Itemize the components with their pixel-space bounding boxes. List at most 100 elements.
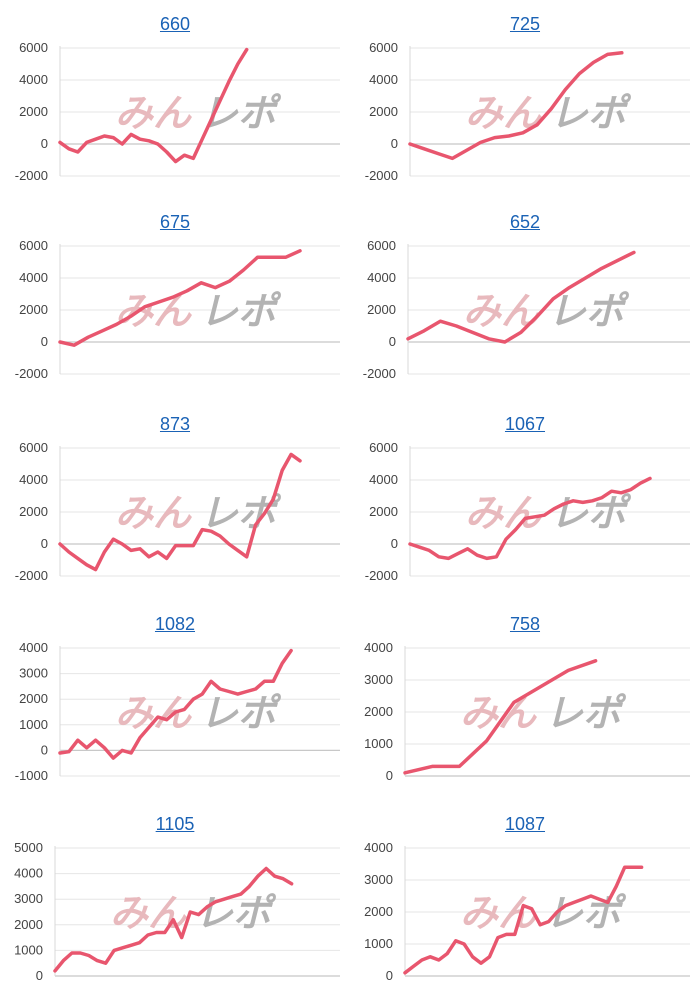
y-tick-label: 2000 xyxy=(364,704,393,719)
y-tick-label: 4000 xyxy=(367,270,396,285)
y-tick-label: 6000 xyxy=(19,40,48,55)
chart-title-link[interactable]: 675 xyxy=(159,212,191,232)
y-tick-label: 0 xyxy=(41,334,48,349)
y-tick-label: 1000 xyxy=(19,717,48,732)
watermark-logo-part-b: レポ xyxy=(200,289,282,333)
watermark-logo-part-b: レポ xyxy=(545,691,627,735)
series-line xyxy=(406,250,636,344)
series-line xyxy=(58,47,249,164)
y-tick-label: 1000 xyxy=(364,736,393,751)
y-tick-label: 6000 xyxy=(367,238,396,253)
y-tick-label: 0 xyxy=(36,968,43,983)
watermark-logo-part-b: レポ xyxy=(550,91,632,135)
line-chart: -2000 0 2000 4000 6000 みん レポ xyxy=(15,440,340,583)
y-tick-label: 2000 xyxy=(369,504,398,519)
series-line xyxy=(408,476,652,561)
chart-panel: -2000 0 2000 4000 6000 みん レポ 873 xyxy=(0,400,350,600)
y-tick-label: 4000 xyxy=(369,72,398,87)
watermark-logo-part-a: みん xyxy=(465,491,542,535)
series-line xyxy=(58,452,302,572)
chart-panel: 0 1000 2000 3000 4000 みん レポ 1087 xyxy=(350,800,700,1000)
watermark-logo-part-b: レポ xyxy=(550,491,632,535)
y-tick-label: 2000 xyxy=(364,904,393,919)
y-tick-label: 2000 xyxy=(19,104,48,119)
chart-panel: -2000 0 2000 4000 6000 みん レポ 675 xyxy=(0,198,350,398)
watermark-logo-part-a: みん xyxy=(115,289,192,333)
y-tick-label: 3000 xyxy=(19,666,48,681)
watermark-logo-part-b: レポ xyxy=(548,289,630,333)
y-tick-label: -2000 xyxy=(15,168,48,183)
chart-title-link[interactable]: 725 xyxy=(509,14,541,34)
y-tick-label: 0 xyxy=(41,742,48,757)
watermark-logo-part-a: みん xyxy=(115,691,192,735)
y-tick-label: 4000 xyxy=(364,640,393,655)
watermark-logo-part-b: レポ xyxy=(200,691,282,735)
y-tick-label: 4000 xyxy=(364,840,393,855)
y-tick-label: 0 xyxy=(391,536,398,551)
y-tick-label: 1000 xyxy=(14,942,43,957)
y-tick-label: 4000 xyxy=(369,472,398,487)
y-tick-label: 5000 xyxy=(14,840,43,855)
y-tick-label: -2000 xyxy=(365,568,398,583)
chart-title-link[interactable]: 873 xyxy=(159,414,191,434)
watermark-logo-part-a: みん xyxy=(115,91,192,135)
y-tick-label: 0 xyxy=(386,768,393,783)
line-chart: -2000 0 2000 4000 6000 みん レポ xyxy=(365,440,690,583)
y-tick-label: -2000 xyxy=(15,568,48,583)
chart-panel: 0 1000 2000 3000 4000 みん レポ 758 xyxy=(350,600,700,800)
chart-panel: -2000 0 2000 4000 6000 みん レポ 660 xyxy=(0,0,350,200)
chart-title-link[interactable]: 652 xyxy=(509,212,541,232)
chart-title-link[interactable]: 1105 xyxy=(155,814,195,834)
y-tick-label: 4000 xyxy=(19,472,48,487)
chart-title-link[interactable]: 1087 xyxy=(504,814,546,834)
y-tick-label: 2000 xyxy=(367,302,396,317)
chart-title-link[interactable]: 660 xyxy=(159,14,191,34)
watermark-logo-part-b: レポ xyxy=(195,891,277,935)
y-tick-label: 6000 xyxy=(19,440,48,455)
y-tick-label: 3000 xyxy=(14,891,43,906)
series-line xyxy=(58,648,293,760)
y-tick-label: 0 xyxy=(391,136,398,151)
series-line xyxy=(408,51,624,161)
chart-title-link[interactable]: 1082 xyxy=(154,614,196,634)
y-tick-label: 6000 xyxy=(369,440,398,455)
y-tick-label: 0 xyxy=(386,968,393,983)
line-chart: -1000 0 1000 2000 3000 4000 みん レポ xyxy=(15,640,340,783)
chart-title-link[interactable]: 758 xyxy=(509,614,541,634)
y-tick-label: 6000 xyxy=(369,40,398,55)
line-chart: 0 1000 2000 3000 4000 5000 みん レポ xyxy=(14,840,340,983)
y-tick-label: 3000 xyxy=(364,872,393,887)
y-tick-label: 4000 xyxy=(19,72,48,87)
watermark-logo-part-a: みん xyxy=(115,491,192,535)
chart-title-link[interactable]: 1067 xyxy=(504,414,546,434)
y-tick-label: -2000 xyxy=(365,168,398,183)
series-line xyxy=(53,866,294,973)
y-tick-label: 0 xyxy=(389,334,396,349)
series-line xyxy=(58,249,302,347)
y-tick-label: 4000 xyxy=(19,640,48,655)
chart-panel: -2000 0 2000 4000 6000 みん レポ 1067 xyxy=(350,400,700,600)
chart-panel: 0 1000 2000 3000 4000 5000 みん レポ 1105 xyxy=(0,800,350,1000)
watermark-logo-part-a: みん xyxy=(460,891,537,935)
y-tick-label: 2000 xyxy=(19,504,48,519)
watermark-logo-part-b: レポ xyxy=(200,491,282,535)
y-tick-label: -1000 xyxy=(15,768,48,783)
y-tick-label: 2000 xyxy=(14,917,43,932)
y-tick-label: 4000 xyxy=(14,866,43,881)
y-tick-label: 0 xyxy=(41,536,48,551)
y-tick-label: 4000 xyxy=(19,270,48,285)
chart-panel: -1000 0 1000 2000 3000 4000 みん レポ 1082 xyxy=(0,600,350,800)
y-tick-label: -2000 xyxy=(363,366,396,381)
y-tick-label: 0 xyxy=(41,136,48,151)
series-line xyxy=(403,865,644,975)
y-tick-label: 2000 xyxy=(19,691,48,706)
watermark-logo-part-a: みん xyxy=(110,891,187,935)
series-line xyxy=(403,659,598,775)
